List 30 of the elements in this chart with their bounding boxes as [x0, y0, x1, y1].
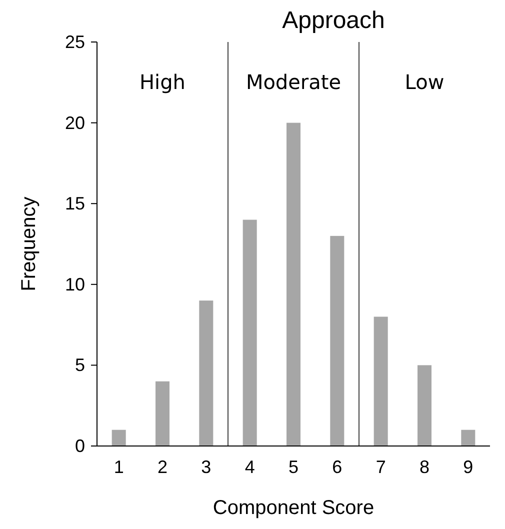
y-tick-label: 5 [74, 355, 85, 376]
x-tick-label: 1 [114, 457, 124, 477]
bar [112, 430, 126, 446]
bar [418, 365, 432, 446]
y-tick-label: 25 [64, 32, 85, 52]
chart-title: Approach [282, 7, 385, 34]
x-tick-label: 4 [244, 457, 255, 477]
x-tick-label: 7 [376, 457, 386, 477]
x-tick-label: 2 [157, 457, 168, 477]
x-tick-label: 8 [419, 457, 430, 477]
annotation: High [140, 70, 186, 94]
x-tick-label: 9 [463, 457, 474, 477]
bar [199, 300, 214, 446]
bar [374, 316, 388, 446]
annotation: Moderate [246, 70, 342, 94]
y-tick-label: 10 [64, 274, 85, 294]
y-axis-title: Frequency [18, 196, 40, 292]
bar [286, 122, 300, 446]
x-tick-label: 5 [288, 457, 299, 477]
bar [156, 381, 170, 446]
x-tick-label: 6 [332, 457, 342, 477]
bar [330, 236, 344, 446]
x-axis-title: Component Score [212, 497, 374, 519]
bar [242, 220, 257, 446]
y-tick-label: 15 [64, 194, 85, 214]
bar [461, 430, 476, 446]
annotation: Low [404, 70, 444, 94]
y-tick-label: 0 [74, 436, 85, 456]
x-tick-label: 3 [201, 457, 212, 477]
y-tick-label: 20 [64, 112, 85, 133]
